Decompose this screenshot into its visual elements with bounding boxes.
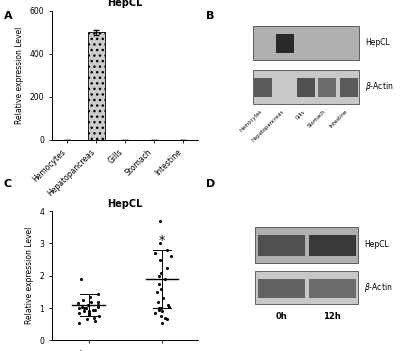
Bar bbox=[276, 34, 294, 53]
Bar bbox=[309, 234, 356, 256]
Point bbox=[81, 305, 87, 311]
Point bbox=[76, 310, 82, 316]
Bar bbox=[256, 271, 358, 304]
Text: $\beta$-Actin: $\beta$-Actin bbox=[365, 80, 394, 93]
Point bbox=[159, 320, 166, 325]
Bar bbox=[297, 79, 315, 97]
Point bbox=[156, 273, 162, 279]
Point bbox=[157, 257, 163, 263]
Text: HepCL: HepCL bbox=[364, 240, 388, 249]
Point bbox=[158, 313, 164, 319]
Point bbox=[162, 315, 169, 320]
Point bbox=[80, 297, 86, 303]
Point bbox=[86, 294, 93, 300]
Point bbox=[160, 296, 166, 301]
Point bbox=[94, 291, 101, 296]
Point bbox=[152, 250, 158, 256]
Point bbox=[76, 320, 82, 325]
Point bbox=[77, 276, 84, 282]
Point bbox=[86, 310, 92, 316]
Point bbox=[90, 315, 97, 320]
Point bbox=[158, 270, 164, 275]
Point bbox=[92, 307, 98, 312]
Text: Stomach: Stomach bbox=[307, 109, 327, 129]
Bar bbox=[252, 70, 360, 104]
Point bbox=[158, 305, 164, 311]
Bar bbox=[258, 279, 305, 298]
Bar bbox=[256, 227, 358, 263]
Point bbox=[166, 304, 172, 309]
Point bbox=[155, 281, 162, 287]
Point bbox=[94, 304, 101, 309]
Bar bbox=[254, 79, 272, 97]
Bar bbox=[252, 26, 360, 60]
Point bbox=[95, 302, 101, 308]
Text: 12h: 12h bbox=[324, 312, 341, 321]
Bar bbox=[88, 32, 105, 140]
Point bbox=[86, 312, 93, 317]
Text: $\beta$-Actin: $\beta$-Actin bbox=[364, 281, 392, 294]
Point bbox=[88, 299, 94, 304]
Text: Hepatopancreas: Hepatopancreas bbox=[250, 109, 285, 143]
Point bbox=[162, 276, 168, 282]
Text: HepCL: HepCL bbox=[365, 38, 390, 47]
Text: D: D bbox=[206, 179, 215, 189]
Point bbox=[156, 307, 162, 312]
Point bbox=[96, 313, 102, 319]
Text: Hemocytes: Hemocytes bbox=[239, 109, 263, 133]
Point bbox=[79, 304, 86, 309]
Point bbox=[168, 253, 174, 259]
Point bbox=[89, 307, 96, 312]
Bar bbox=[258, 234, 305, 256]
Point bbox=[154, 289, 160, 295]
Point bbox=[157, 241, 163, 246]
Text: *: * bbox=[159, 234, 165, 247]
Point bbox=[157, 218, 163, 224]
Point bbox=[76, 305, 82, 311]
Point bbox=[80, 309, 87, 314]
Point bbox=[83, 305, 89, 311]
Point bbox=[84, 317, 90, 322]
Text: Gills: Gills bbox=[294, 109, 306, 120]
Bar bbox=[340, 79, 358, 97]
Point bbox=[85, 309, 92, 314]
Y-axis label: Relative expression Level: Relative expression Level bbox=[25, 227, 34, 324]
Point bbox=[164, 247, 170, 253]
Point bbox=[164, 265, 170, 271]
Point bbox=[158, 286, 164, 292]
Title: HepCL: HepCL bbox=[108, 0, 143, 8]
Point bbox=[75, 300, 81, 306]
Text: C: C bbox=[4, 179, 12, 189]
Point bbox=[164, 317, 170, 322]
Point bbox=[92, 318, 98, 324]
Y-axis label: Relative expression Level: Relative expression Level bbox=[15, 27, 24, 124]
Text: A: A bbox=[4, 11, 13, 20]
Text: B: B bbox=[206, 11, 214, 20]
Text: 0h: 0h bbox=[275, 312, 287, 321]
Point bbox=[95, 299, 102, 304]
Title: HepCL: HepCL bbox=[108, 199, 143, 209]
Point bbox=[156, 305, 162, 311]
Point bbox=[164, 302, 171, 308]
Point bbox=[152, 310, 158, 316]
Bar bbox=[309, 279, 356, 298]
Bar bbox=[318, 79, 336, 97]
Text: Intestine: Intestine bbox=[329, 109, 349, 129]
Point bbox=[158, 309, 165, 314]
Point bbox=[154, 299, 161, 304]
Point bbox=[84, 302, 91, 308]
